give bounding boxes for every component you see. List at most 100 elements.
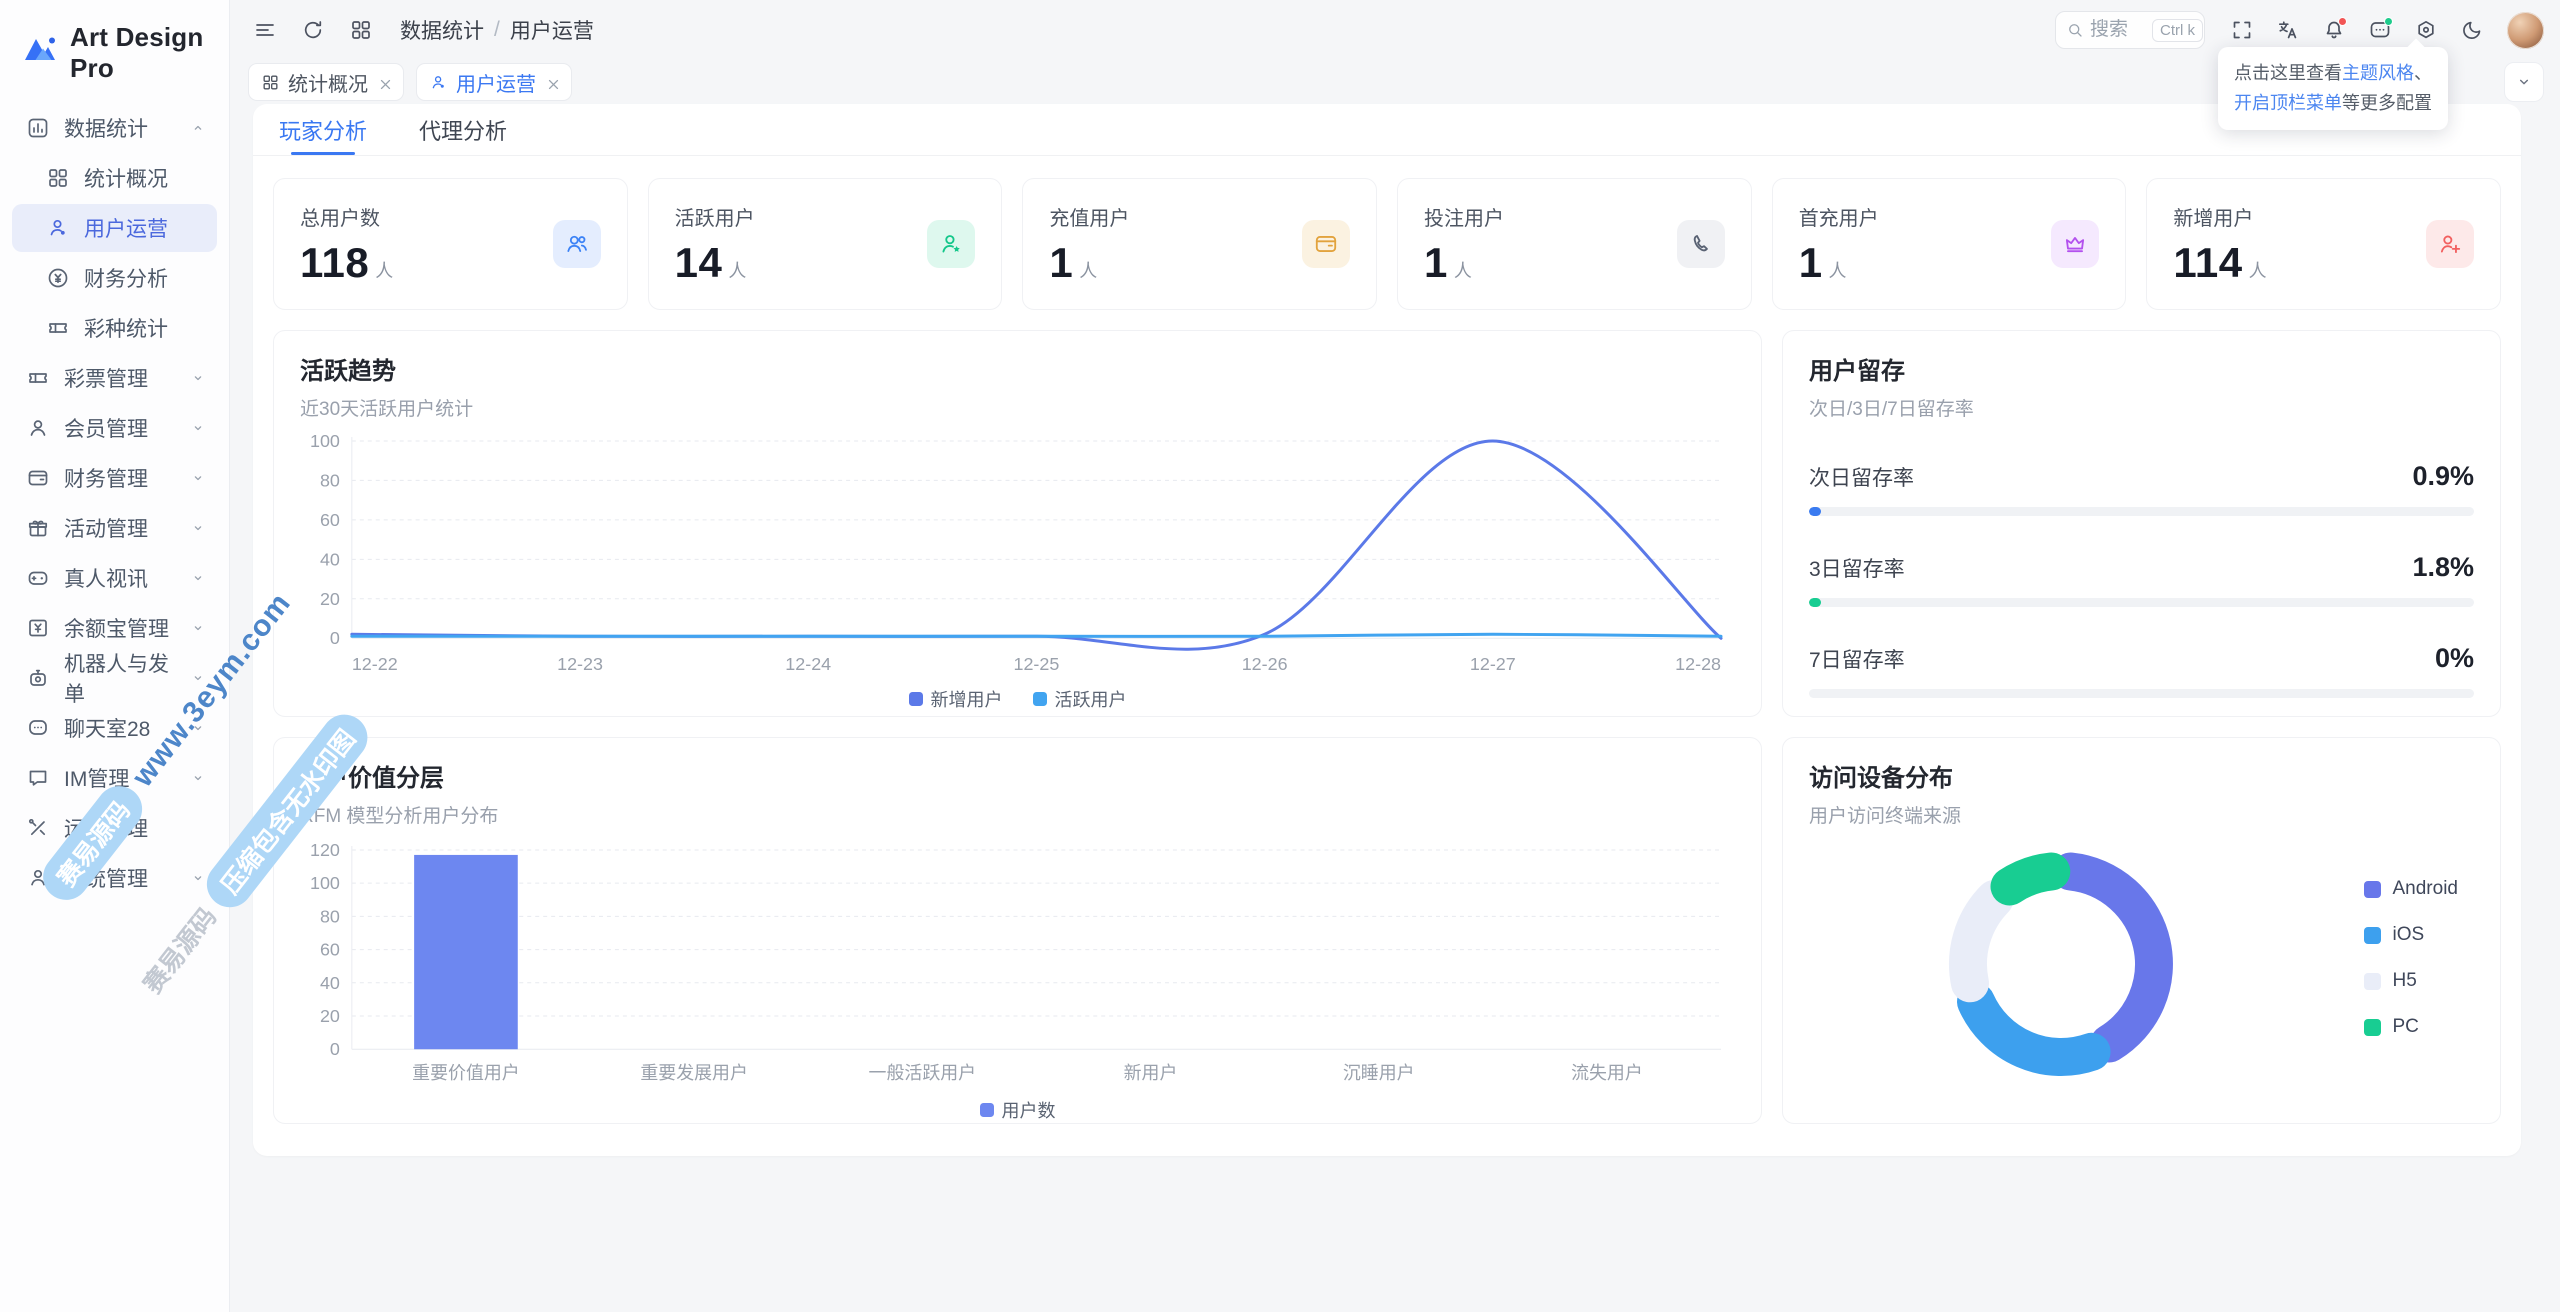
- sidebar-menu: 数据统计统计概况用户运营 财务分析 彩种统计 彩票管理会员管理财务管理活动管理真人视讯…: [0, 104, 229, 902]
- stat-unit: 人: [728, 260, 747, 281]
- crown-icon: [2066, 237, 2085, 253]
- device-distribution-card: 访问设备分布 用户访问终端来源 Android iOS H5 PC: [1782, 737, 2501, 1124]
- translate-button[interactable]: [2269, 11, 2307, 49]
- legend-item[interactable]: 活跃用户: [1032, 686, 1127, 712]
- sidebar-item-member-mgmt[interactable]: 会员管理: [12, 404, 217, 452]
- svg-text:0: 0: [330, 1039, 340, 1059]
- user-icon: [50, 219, 65, 236]
- theme-style-link[interactable]: 主题风格: [2342, 63, 2414, 83]
- legend-item[interactable]: 新增用户: [908, 686, 1003, 712]
- sidebar-item-robot-orders[interactable]: 机器人与发单: [12, 653, 217, 706]
- retention-progress: [1809, 507, 2474, 516]
- retention-progress: [1809, 598, 2474, 607]
- user-retention-card: 用户留存 次日/3日/7日留存率 次日留存率 0.9% 3日留存率 1.8% 7日留…: [1782, 330, 2501, 717]
- svg-text:40: 40: [320, 973, 340, 993]
- sidebar-item-label: 机器人与发单: [64, 653, 169, 706]
- chev-up-icon: [194, 125, 202, 130]
- legend-item-ios[interactable]: iOS: [2363, 924, 2459, 946]
- sidebar-item-system-mgmt[interactable]: 系统管理: [12, 854, 217, 902]
- settings-hint-tooltip: 点击这里查看主题风格、 开启顶栏菜单等更多配置: [2218, 47, 2448, 131]
- sidebar-item-label: 统计概况: [84, 168, 168, 191]
- notification-dot: [2338, 17, 2347, 26]
- tab-options-button[interactable]: [2504, 62, 2544, 102]
- sidebar: Art Design Pro 数据统计统计概况用户运营 财务分析 彩种统计 彩票管理会…: [0, 0, 230, 1312]
- menu-collapse-button[interactable]: [246, 11, 284, 49]
- svg-text:重要发展用户: 重要发展用户: [640, 1063, 748, 1083]
- search-box[interactable]: Ctrl k: [2055, 11, 2205, 49]
- sidebar-item-ops-mgmt[interactable]: 运维管理: [12, 804, 217, 852]
- sidebar-item-data-stats[interactable]: 数据统计: [12, 104, 217, 152]
- svg-text:80: 80: [320, 470, 340, 490]
- sidebar-item-live-video[interactable]: 真人视讯: [12, 554, 217, 602]
- retention-value: 1.8%: [2412, 552, 2474, 582]
- stat-label: 首充用户: [1798, 207, 1879, 230]
- sidebar-item-yuebao-mgmt[interactable]: 余额宝管理: [12, 604, 217, 652]
- stat-label: 新增用户: [2173, 207, 2254, 230]
- settings-button[interactable]: [2407, 11, 2445, 49]
- retention-row-day3: 3日留存率 1.8%: [1809, 552, 2474, 607]
- svg-text:12-26: 12-26: [1242, 654, 1288, 674]
- wallet-icon: [1315, 236, 1337, 252]
- sidebar-item-lottery-stats[interactable]: 彩种统计: [12, 304, 217, 352]
- sidebar-item-activity-mgmt[interactable]: 活动管理: [12, 504, 217, 552]
- sidebar-item-user-operation[interactable]: 用户运营: [12, 204, 217, 252]
- tooltip-text: 、: [2414, 63, 2432, 83]
- sidebar-item-label: 余额宝管理: [64, 618, 169, 641]
- sidebar-item-label: 聊天室28: [64, 718, 151, 741]
- close-icon[interactable]: [376, 75, 391, 90]
- retention-row-day1: 次日留存率 0.9%: [1809, 461, 2474, 516]
- sidebar-item-finance-mgmt[interactable]: 财务管理: [12, 454, 217, 502]
- user-avatar[interactable]: [2507, 11, 2544, 49]
- svg-text:沉睡用户: 沉睡用户: [1343, 1063, 1415, 1083]
- svg-text:12-24: 12-24: [785, 654, 831, 674]
- user-icon: [432, 75, 444, 88]
- sidebar-item-chatroom-28[interactable]: 聊天室28: [12, 704, 217, 752]
- fullscreen-button[interactable]: [2223, 11, 2261, 49]
- page-tab-player-analysis[interactable]: 玩家分析: [279, 104, 367, 155]
- top-menu-link[interactable]: 开启顶栏菜单: [2234, 92, 2342, 113]
- stat-label: 充值用户: [1049, 207, 1130, 230]
- svg-text:重要价值用户: 重要价值用户: [412, 1063, 520, 1083]
- app-logo[interactable]: Art Design Pro: [0, 14, 229, 102]
- user-value-chart: 0 20 40 60 80 100 120 重要价值用户 重要发展用户 一般活跃用户 新用户 沉睡用户…: [310, 840, 1722, 1083]
- legend-item[interactable]: 用户数: [979, 1097, 1056, 1123]
- tab-chip-stats-overview[interactable]: 统计概况: [248, 63, 404, 101]
- sidebar-item-lottery-mgmt[interactable]: 彩票管理: [12, 354, 217, 402]
- page-tab-agent-analysis[interactable]: 代理分析: [419, 118, 508, 144]
- app-logo-icon: [22, 33, 58, 74]
- tab-chips: 统计概况 用户运营: [248, 63, 572, 101]
- close-icon[interactable]: [544, 75, 559, 90]
- search-input[interactable]: [2090, 19, 2146, 41]
- notifications-button[interactable]: [2315, 11, 2353, 49]
- legend-item-h5[interactable]: H5: [2363, 970, 2459, 992]
- apps-grid-button[interactable]: [342, 11, 380, 49]
- legend-item-android[interactable]: Android: [2363, 878, 2458, 900]
- sidebar-item-stats-overview[interactable]: 统计概况: [12, 154, 217, 202]
- sidebar-item-label: 活动管理: [64, 518, 148, 541]
- breadcrumb-item-parent[interactable]: 数据统计: [400, 20, 484, 43]
- stat-unit: 人: [2248, 260, 2268, 281]
- tab-chip-label: 用户运营: [456, 73, 536, 96]
- retention-label: 次日留存率: [1809, 467, 1914, 490]
- card-subtitle: RFM 模型分析用户分布: [300, 806, 499, 827]
- chev-down-icon: [194, 576, 202, 581]
- dark-mode-button[interactable]: [2453, 11, 2491, 49]
- sidebar-item-im-mgmt[interactable]: IM管理: [12, 754, 217, 802]
- tab-chip-label: 统计概况: [288, 73, 368, 96]
- sidebar-item-label: 会员管理: [64, 418, 148, 441]
- messages-button[interactable]: [2361, 11, 2399, 49]
- retention-value: 0%: [2434, 643, 2474, 673]
- grid-icon: [263, 74, 278, 90]
- sidebar-item-finance-analysis[interactable]: 财务分析: [12, 254, 217, 302]
- refresh-button[interactable]: [294, 11, 332, 49]
- svg-text:60: 60: [320, 940, 340, 960]
- tab-chip-user-operation[interactable]: 用户运营: [416, 63, 572, 101]
- app-title: Art Design Pro: [70, 22, 204, 83]
- legend-item-pc[interactable]: PC: [2363, 1016, 2459, 1038]
- main-area: 数据统计 / 用户运营 Ctrl k 统: [230, 0, 2560, 1312]
- tab-chips-row: 统计概况 用户运营: [230, 60, 2560, 104]
